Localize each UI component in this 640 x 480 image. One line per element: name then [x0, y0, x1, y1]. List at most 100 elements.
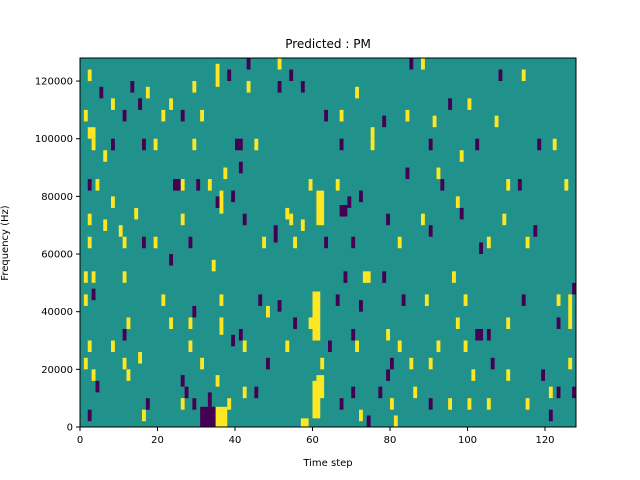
- heatmap-cell-high: [192, 81, 197, 93]
- heatmap-cell-high: [506, 317, 511, 329]
- heatmap-cell-high: [122, 236, 127, 249]
- heatmap-cell-low: [378, 386, 383, 399]
- y-axis-label: Frequency (Hz): [0, 205, 11, 281]
- heatmap-cell-low: [479, 242, 484, 255]
- x-tick-label: 120: [535, 435, 554, 446]
- heatmap-cell-high: [370, 127, 375, 139]
- heatmap-cell-low: [382, 115, 387, 128]
- heatmap-cell-low: [339, 205, 348, 217]
- heatmap-cell-high: [548, 386, 553, 399]
- heatmap-cell-high: [223, 167, 228, 180]
- heatmap-cell-low: [386, 369, 391, 381]
- heatmap-cell-high: [463, 294, 468, 306]
- heatmap-cell-high: [83, 357, 88, 370]
- heatmap-cell-high: [111, 340, 115, 353]
- heatmap-cell-high: [568, 357, 573, 370]
- y-tick-label: 20000: [41, 365, 73, 376]
- heatmap-cell-low: [548, 409, 553, 422]
- heatmap-cell-high: [312, 380, 321, 419]
- heatmap-cell-low: [351, 386, 356, 399]
- heatmap-cell-high: [471, 369, 476, 381]
- heatmap-cell-low: [328, 340, 332, 353]
- heatmap-cell-low: [339, 398, 344, 410]
- heatmap-cell-high: [397, 236, 402, 249]
- heatmap-cell-high: [103, 150, 108, 162]
- heatmap-cell-low: [521, 294, 526, 306]
- heatmap-cell-low: [235, 138, 243, 151]
- heatmap-cell-low: [556, 386, 561, 399]
- heatmap-cell-high: [246, 81, 251, 93]
- x-tick-label: 20: [151, 435, 164, 446]
- heatmap-cell-low: [258, 294, 263, 306]
- heatmap-cell-low: [192, 305, 197, 318]
- heatmap-cell-high: [242, 340, 247, 353]
- heatmap-cell-low: [300, 81, 305, 93]
- heatmap-cell-low: [347, 196, 352, 208]
- heatmap-cell-low: [517, 179, 522, 191]
- y-axis: 0 20000 40000 60000 80000 100000 120000: [35, 77, 80, 434]
- heatmap-cell-high: [525, 398, 530, 410]
- heatmap-cell-high: [455, 317, 460, 329]
- heatmap-cell-high: [413, 386, 418, 399]
- heatmap-cell-high: [335, 179, 340, 191]
- heatmap-cell-high: [397, 340, 402, 353]
- heatmap-cell-high: [463, 340, 468, 353]
- heatmap-cell-low: [200, 406, 216, 427]
- heatmap-cell-low: [448, 98, 453, 110]
- heatmap-cell-low: [428, 138, 433, 151]
- heatmap-cell-low: [498, 69, 503, 82]
- heatmap-cell-high: [339, 109, 344, 122]
- heatmap-cell-high: [103, 219, 108, 231]
- heatmap-cell-high: [486, 398, 491, 410]
- heatmap-cell-high: [188, 340, 193, 353]
- heatmap-cell-low: [192, 398, 197, 410]
- heatmap-cell-high: [91, 369, 96, 381]
- heatmap-cell-low: [324, 236, 329, 249]
- heatmap-cell-high: [134, 207, 139, 220]
- heatmap-cell-low: [490, 357, 495, 370]
- heatmap-cell-high: [169, 98, 174, 110]
- heatmap-cell-high: [211, 259, 216, 272]
- heatmap-cell-low: [231, 334, 236, 347]
- heatmap-cell-low: [405, 167, 410, 180]
- heatmap-cell-high: [452, 271, 456, 283]
- heatmap-cell-high: [215, 406, 228, 427]
- heatmap-cell-high: [424, 294, 429, 306]
- x-tick-label: 0: [77, 435, 83, 446]
- heatmap-cell-low: [273, 225, 278, 243]
- y-tick-label: 60000: [41, 250, 73, 261]
- heatmap-cell-high: [308, 179, 313, 191]
- heatmap-cell-low: [335, 294, 340, 306]
- heatmap-cell-low: [351, 328, 356, 341]
- heatmap-cell-high: [180, 213, 185, 226]
- x-tick-label: 40: [229, 435, 242, 446]
- chart-title: Predicted : PM: [285, 37, 371, 51]
- heatmap-cell-high: [87, 213, 92, 226]
- x-axis-label: Time step: [302, 458, 352, 469]
- heatmap-cell-high: [266, 305, 270, 318]
- heatmap-cell-high: [215, 63, 220, 87]
- heatmap-cell-high: [428, 357, 433, 370]
- heatmap-cell-low: [293, 317, 298, 329]
- heatmap-cell-low: [196, 179, 201, 191]
- heatmap-cell-low: [475, 138, 480, 151]
- heatmap-cell-high: [87, 236, 92, 249]
- x-tick-label: 80: [384, 435, 397, 446]
- heatmap-cell-high: [362, 271, 371, 283]
- heatmap-cell-high: [126, 317, 131, 329]
- heatmap-cell-high: [153, 138, 158, 151]
- heatmap-cell-high: [459, 150, 464, 162]
- heatmap-cell-high: [219, 317, 224, 335]
- heatmap-cell-low: [266, 357, 270, 370]
- heatmap-cell-high: [215, 375, 220, 387]
- y-tick-label: 40000: [41, 307, 73, 318]
- heatmap-cell-high: [188, 317, 193, 329]
- plot-area: [79, 57, 577, 428]
- heatmap-cell-low: [277, 300, 282, 312]
- heatmap-cell-low: [142, 138, 146, 151]
- heatmap-cell-high: [359, 409, 363, 422]
- heatmap-cell-high: [207, 179, 212, 191]
- heatmap-cell-low: [99, 86, 104, 99]
- heatmap-cells: [83, 58, 577, 427]
- heatmap-cell-low: [401, 294, 406, 306]
